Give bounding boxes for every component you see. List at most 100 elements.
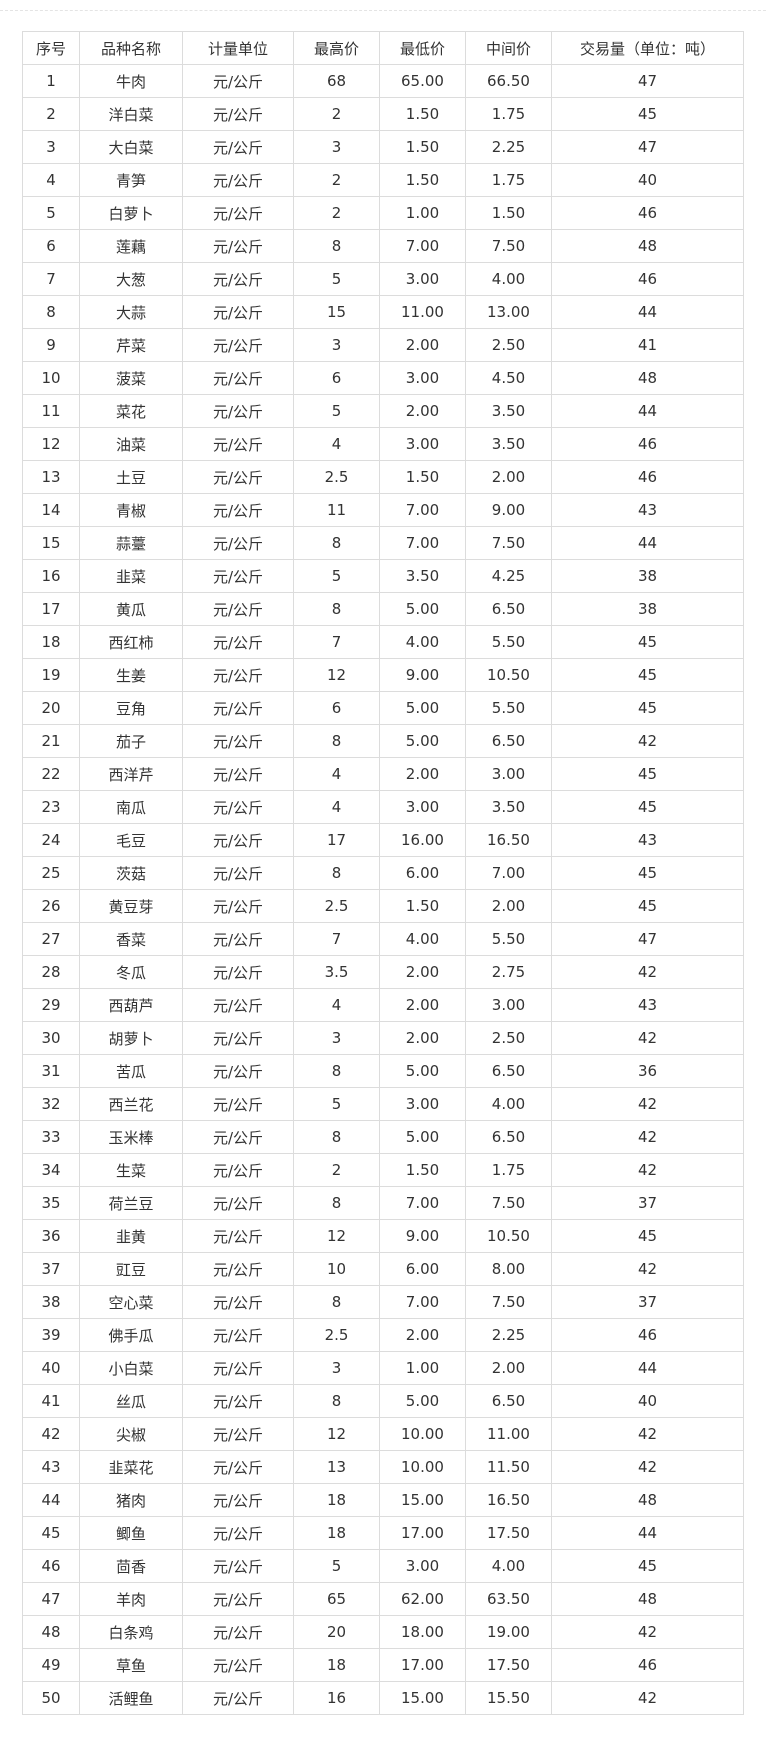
table-cell: 青笋 <box>79 163 183 197</box>
table-cell: 3.00 <box>379 1549 466 1583</box>
table-cell: 25 <box>22 856 80 890</box>
column-header: 品种名称 <box>79 31 183 65</box>
table-cell: 2.00 <box>379 955 466 989</box>
table-cell: 47 <box>22 1582 80 1616</box>
table-cell: 8 <box>293 724 380 758</box>
table-row: 49 草鱼 元/公斤 18 17.00 17.50 46 <box>22 1648 744 1682</box>
table-cell: 元/公斤 <box>182 493 294 527</box>
table-cell: 44 <box>551 295 744 329</box>
table-cell: 48 <box>551 1483 744 1517</box>
table-row: 18 西红柿 元/公斤 7 4.00 5.50 45 <box>22 625 744 659</box>
table-cell: 元/公斤 <box>182 196 294 230</box>
table-row: 15 蒜薹 元/公斤 8 7.00 7.50 44 <box>22 526 744 560</box>
table-cell: 2.00 <box>379 757 466 791</box>
table-cell: 2 <box>293 163 380 197</box>
table-row: 29 西葫芦 元/公斤 4 2.00 3.00 43 <box>22 988 744 1022</box>
table-cell: 39 <box>22 1318 80 1352</box>
table-cell: 2.00 <box>379 394 466 428</box>
column-header: 最低价 <box>379 31 466 65</box>
table-cell: 43 <box>551 988 744 1022</box>
table-cell: 元/公斤 <box>182 328 294 362</box>
table-row: 48 白条鸡 元/公斤 20 18.00 19.00 42 <box>22 1615 744 1649</box>
table-cell: 蒜薹 <box>79 526 183 560</box>
table-cell: 15 <box>293 295 380 329</box>
table-cell: 6.50 <box>465 592 552 626</box>
table-cell: 63.50 <box>465 1582 552 1616</box>
table-cell: 4 <box>293 790 380 824</box>
table-cell: 20 <box>22 691 80 725</box>
table-cell: 韭菜花 <box>79 1450 183 1484</box>
table-cell: 茴香 <box>79 1549 183 1583</box>
table-cell: 8.00 <box>465 1252 552 1286</box>
table-cell: 18 <box>293 1516 380 1550</box>
table-cell: 43 <box>551 823 744 857</box>
table-cell: 14 <box>22 493 80 527</box>
table-cell: 元/公斤 <box>182 592 294 626</box>
table-cell: 4.25 <box>465 559 552 593</box>
table-cell: 22 <box>22 757 80 791</box>
table-cell: 8 <box>293 229 380 263</box>
table-cell: 元/公斤 <box>182 856 294 890</box>
table-cell: 4 <box>293 988 380 1022</box>
table-cell: 元/公斤 <box>182 1516 294 1550</box>
table-cell: 15.00 <box>379 1681 466 1715</box>
table-cell: 元/公斤 <box>182 790 294 824</box>
table-cell: 3.00 <box>379 361 466 395</box>
table-cell: 11.00 <box>379 295 466 329</box>
table-row: 24 毛豆 元/公斤 17 16.00 16.50 43 <box>22 823 744 857</box>
table-cell: 5 <box>293 1087 380 1121</box>
table-cell: 38 <box>22 1285 80 1319</box>
table-cell: 10.00 <box>379 1450 466 1484</box>
dotted-divider <box>0 10 766 11</box>
table-cell: 44 <box>551 526 744 560</box>
table-cell: 44 <box>551 394 744 428</box>
table-cell: 48 <box>551 229 744 263</box>
table-cell: 5.50 <box>465 922 552 956</box>
table-cell: 5 <box>293 394 380 428</box>
table-cell: 45 <box>551 691 744 725</box>
table-cell: 洋白菜 <box>79 97 183 131</box>
table-cell: 4 <box>293 427 380 461</box>
table-cell: 18 <box>293 1483 380 1517</box>
table-cell: 15.50 <box>465 1681 552 1715</box>
table-cell: 2.00 <box>465 1351 552 1385</box>
table-cell: 2.00 <box>465 889 552 923</box>
table-cell: 荷兰豆 <box>79 1186 183 1220</box>
table-cell: 11 <box>22 394 80 428</box>
table-cell: 土豆 <box>79 460 183 494</box>
table-cell: 46 <box>551 427 744 461</box>
table-cell: 16.50 <box>465 823 552 857</box>
table-cell: 元/公斤 <box>182 1219 294 1253</box>
table-cell: 鲫鱼 <box>79 1516 183 1550</box>
table-cell: 43 <box>22 1450 80 1484</box>
table-cell: 20 <box>293 1615 380 1649</box>
table-header-row: 序号 品种名称 计量单位 最高价 最低价 中间价 交易量（单位：吨） <box>22 31 744 65</box>
table-cell: 17.50 <box>465 1648 552 1682</box>
table-cell: 28 <box>22 955 80 989</box>
table-cell: 42 <box>551 955 744 989</box>
table-row: 50 活鲤鱼 元/公斤 16 15.00 15.50 42 <box>22 1681 744 1715</box>
table-cell: 元/公斤 <box>182 394 294 428</box>
table-row: 21 茄子 元/公斤 8 5.00 6.50 42 <box>22 724 744 758</box>
table-cell: 油菜 <box>79 427 183 461</box>
table-cell: 8 <box>293 526 380 560</box>
table-cell: 2.00 <box>465 460 552 494</box>
table-cell: 11.50 <box>465 1450 552 1484</box>
table-cell: 元/公斤 <box>182 724 294 758</box>
table-cell: 胡萝卜 <box>79 1021 183 1055</box>
table-cell: 元/公斤 <box>182 229 294 263</box>
table-cell: 29 <box>22 988 80 1022</box>
table-cell: 45 <box>551 889 744 923</box>
table-cell: 4.00 <box>465 262 552 296</box>
table-cell: 7 <box>293 625 380 659</box>
table-cell: 2.25 <box>465 1318 552 1352</box>
table-row: 37 豇豆 元/公斤 10 6.00 8.00 42 <box>22 1252 744 1286</box>
table-cell: 元/公斤 <box>182 1153 294 1187</box>
table-cell: 42 <box>22 1417 80 1451</box>
table-cell: 1 <box>22 64 80 98</box>
table-cell: 12 <box>22 427 80 461</box>
table-cell: 6.50 <box>465 1054 552 1088</box>
table-cell: 元/公斤 <box>182 1615 294 1649</box>
table-cell: 4.00 <box>465 1087 552 1121</box>
table-row: 42 尖椒 元/公斤 12 10.00 11.00 42 <box>22 1417 744 1451</box>
